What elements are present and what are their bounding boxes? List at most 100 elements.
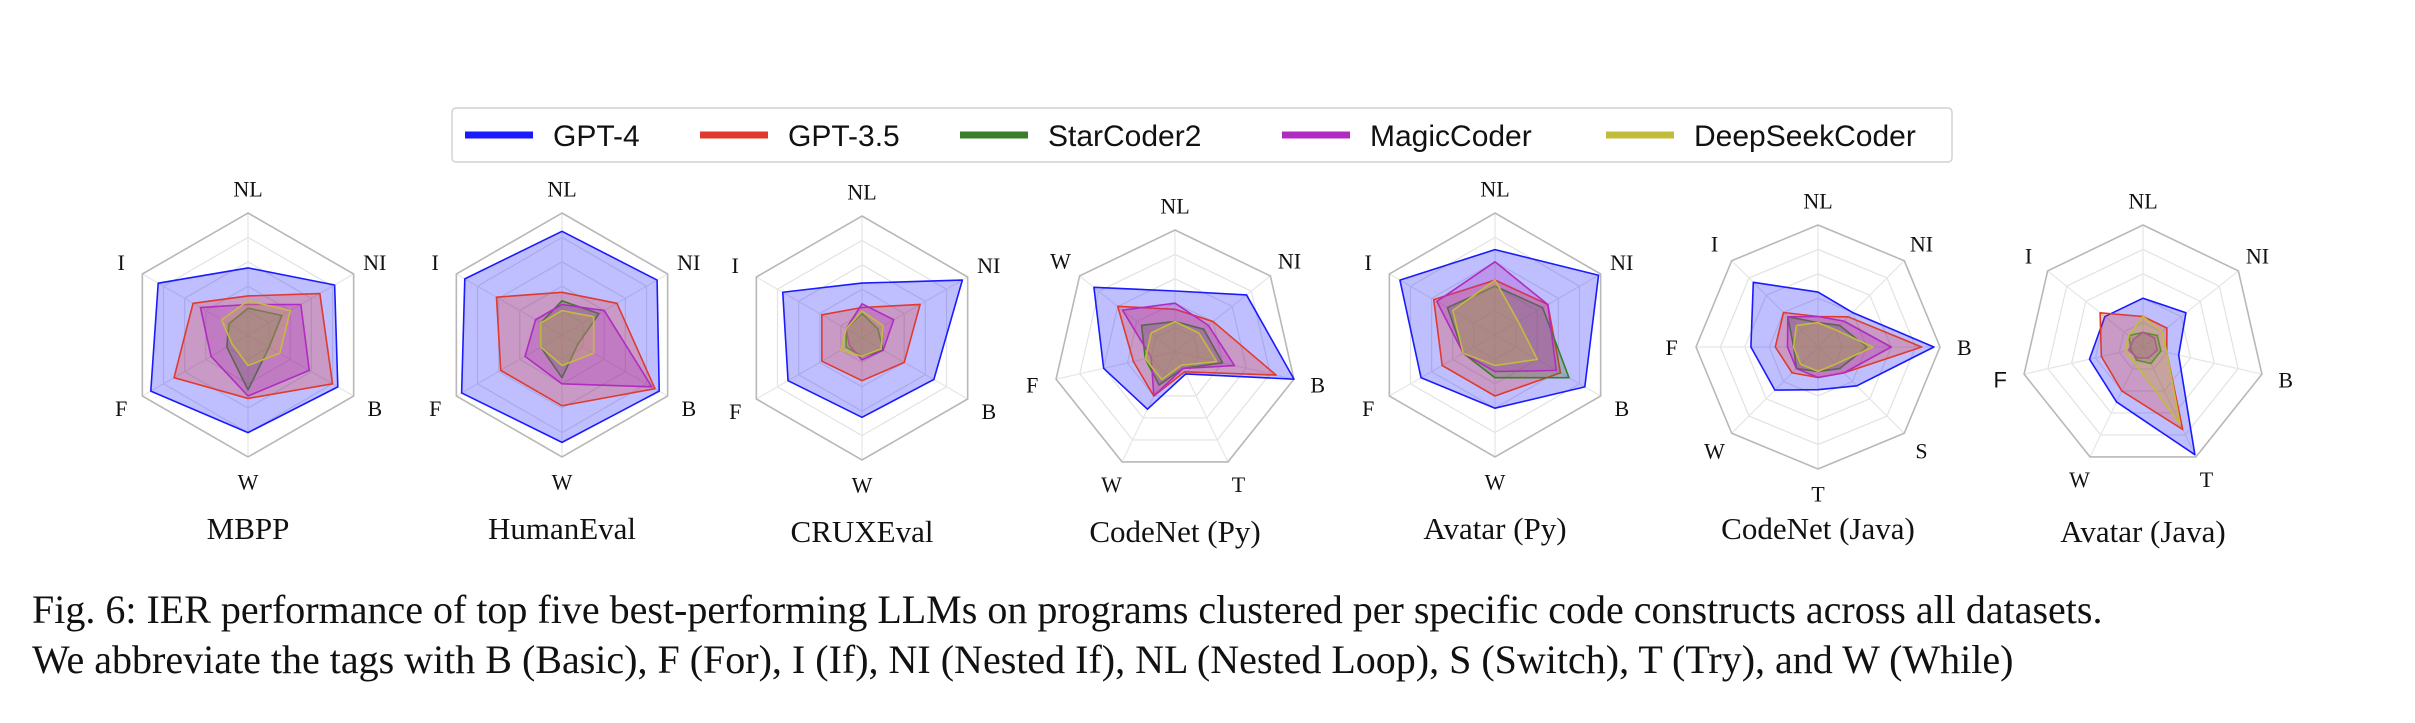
series-area (199, 303, 311, 397)
radar-chart: NL NI B W F I Avatar (Py) (1362, 177, 1633, 546)
axis-label: I (432, 250, 439, 275)
legend-label: DeepSeekCoder (1694, 120, 1916, 153)
radar-chart: NL NI B W F I HumanEval (429, 177, 700, 546)
series-area (524, 303, 653, 388)
outer-ring (1055, 229, 1295, 463)
series-area (2088, 297, 2196, 456)
grid-spoke (2142, 270, 2239, 348)
axis-label: T (1232, 472, 1246, 497)
radar-chart: NL NI B S T W F I CodeNet (Java) (1665, 189, 1971, 546)
legend-entry: DeepSeekCoder (1606, 120, 1916, 153)
grid-spoke (2142, 346, 2263, 375)
outer-ring (755, 215, 969, 461)
axis-label: F (115, 396, 127, 421)
axis-label: F (1994, 368, 2007, 393)
series-area (1446, 285, 1570, 379)
grid-spoke (561, 273, 668, 336)
axis-label: NL (1480, 177, 1509, 202)
grid-spoke (456, 273, 563, 336)
caption-line-1: Fig. 6: IER performance of top five best… (32, 587, 2103, 632)
legend-entry: GPT-3.5 (700, 120, 900, 153)
series-area (840, 310, 884, 358)
axis-label: NI (677, 250, 700, 275)
grid-spoke (561, 334, 668, 397)
axis-label: I (1711, 231, 1718, 256)
axis-label: NL (847, 180, 876, 205)
axis-label: NL (1803, 189, 1832, 214)
grid-spoke (1817, 260, 1905, 348)
series-area (2127, 331, 2159, 359)
axis-label: I (732, 253, 739, 278)
axis-label: S (1915, 439, 1927, 464)
series-area (226, 307, 283, 391)
series-area (1436, 260, 1558, 373)
series-area (220, 300, 292, 367)
axis-label: B (681, 396, 696, 421)
axis-label: W (1485, 469, 1506, 494)
axis-label: I (2025, 244, 2032, 269)
axis-label: W (238, 469, 259, 494)
grid-spoke (1817, 346, 1905, 434)
axis-label: B (367, 396, 382, 421)
axis-label: W (1050, 249, 1071, 274)
outer-ring (455, 212, 669, 458)
axis-label: W (1704, 439, 1725, 464)
grid-ring (2094, 297, 2192, 392)
grid-spoke (756, 337, 863, 400)
axis-label: W (852, 472, 873, 497)
axis-label: F (1362, 396, 1374, 421)
axis-label: NL (233, 177, 262, 202)
axis-label: NI (1610, 250, 1633, 275)
chart-title: MBPP (207, 511, 290, 546)
series-area (2127, 331, 2162, 365)
legend-entry: GPT-4 (465, 120, 640, 153)
radar-chart: NL NI B T W F I Avatar (Java) (1994, 189, 2294, 549)
axis-label: B (1310, 373, 1325, 398)
grid-spoke (1174, 275, 1271, 353)
axis-label: B (981, 399, 996, 424)
axis-label: NI (363, 250, 386, 275)
radar-chart: NL NI B T W F W CodeNet (Py) (1026, 194, 1325, 549)
outer-ring (1695, 224, 1941, 470)
series-area (1750, 281, 1935, 391)
grid-spoke (142, 273, 249, 336)
grid-spoke (756, 276, 863, 339)
series-area (1144, 320, 1218, 381)
axis-label: W (1101, 472, 1122, 497)
axis-label: T (2200, 467, 2214, 492)
series-area (1121, 302, 1236, 397)
legend: GPT-4 GPT-3.5 StarCoder2 MagicCoder DeepSeek… (451, 107, 1953, 163)
chart-title: HumanEval (488, 511, 636, 546)
grid-spoke (861, 337, 968, 400)
outer-ring (141, 212, 355, 458)
axis-label: W (2069, 467, 2090, 492)
legend-entry: MagicCoder (1282, 120, 1532, 153)
grid-spoke (2047, 270, 2144, 348)
axis-label: I (118, 250, 125, 275)
axis-label: F (729, 399, 741, 424)
outer-ring (1388, 212, 1602, 458)
radar-charts: NL NI B W F I MBPP NL NI B W F I HumanEval NL NI B W F I CRU… (115, 177, 2293, 549)
outer-ring (2023, 224, 2263, 458)
axis-label: F (429, 396, 441, 421)
axis-label: B (1614, 396, 1629, 421)
series-area (540, 309, 595, 367)
chart-title: Avatar (Py) (1423, 511, 1566, 546)
series-area (821, 303, 921, 382)
axis-label: B (2278, 368, 2293, 393)
series-area (173, 292, 334, 400)
axis-label: F (1665, 335, 1677, 360)
grid-spoke (1494, 334, 1601, 397)
grid-spoke (861, 276, 968, 339)
series-area (1792, 321, 1874, 373)
figure-caption: Fig. 6: IER performance of top five best… (32, 585, 2392, 685)
series-area (1786, 315, 1892, 379)
grid-spoke (1731, 260, 1819, 348)
axis-label: NI (2246, 244, 2269, 269)
series-area (2124, 315, 2181, 425)
axis-label: B (1957, 335, 1972, 360)
legend-label: MagicCoder (1370, 120, 1532, 153)
grid-ring (1102, 278, 1248, 419)
axis-label: F (1026, 373, 1038, 398)
